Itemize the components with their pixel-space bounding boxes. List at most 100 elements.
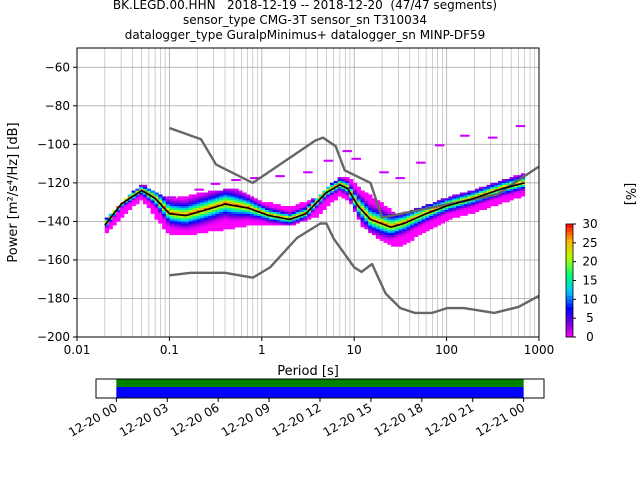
psd-cell <box>406 232 411 236</box>
psd-cell <box>196 219 201 222</box>
psd-cell <box>127 198 132 201</box>
psd-cell <box>364 207 369 211</box>
psd-cell <box>372 217 377 220</box>
psd-cell <box>406 219 411 222</box>
psd-cell <box>509 190 514 193</box>
psd-cell <box>356 194 361 197</box>
psd-cell <box>433 223 438 226</box>
psd-cell <box>295 219 300 222</box>
psd-cell <box>234 223 239 226</box>
psd-cell <box>162 217 167 220</box>
psd-cell <box>326 196 331 199</box>
psd-cell <box>226 205 232 209</box>
psd-cell <box>249 205 255 209</box>
psd-cell <box>517 180 522 184</box>
psd-cell <box>162 219 167 222</box>
psd-cell <box>433 221 438 224</box>
psd-cell <box>417 232 423 236</box>
psd-outlier-cell <box>462 134 467 137</box>
psd-cell <box>330 186 335 189</box>
psd-cell <box>257 213 262 216</box>
psd-cell <box>406 225 411 228</box>
psd-cell <box>238 196 243 199</box>
psd-cell <box>238 198 243 201</box>
psd-cell <box>288 215 293 218</box>
psd-cell <box>383 205 388 209</box>
psd-cell <box>452 198 457 201</box>
psd-cell <box>398 244 403 247</box>
psd-cell <box>475 205 480 209</box>
psd-cell <box>158 194 163 197</box>
psd-cell <box>436 211 442 214</box>
psd-cell <box>295 209 300 212</box>
psd-cell <box>368 227 373 230</box>
psd-cell <box>497 202 503 205</box>
psd-cell <box>505 180 510 184</box>
psd-cell <box>337 188 342 191</box>
psd-cell <box>192 221 197 224</box>
psd-cell <box>314 207 319 211</box>
psd-cell <box>200 231 205 234</box>
psd-cell <box>242 204 247 207</box>
psd-cell <box>459 198 465 201</box>
psd-cell <box>165 204 171 207</box>
psd-cell <box>284 215 289 218</box>
psd-cell <box>314 213 319 216</box>
psd-cell <box>184 198 190 201</box>
psd-cell <box>391 236 396 239</box>
psd-cell <box>150 205 155 209</box>
psd-cell <box>234 219 239 222</box>
psd-cell <box>150 202 155 205</box>
psd-cell <box>177 217 182 220</box>
psd-cell <box>314 198 319 201</box>
psd-cell <box>478 205 484 209</box>
psd-cell <box>181 211 186 214</box>
coverage-tick-label: 12-21 00 <box>473 400 527 439</box>
psd-cell <box>494 182 499 185</box>
psd-cell <box>505 190 510 193</box>
psd-cell <box>261 223 266 226</box>
psd-cell <box>265 209 270 212</box>
psd-cell <box>482 202 487 205</box>
psd-cell <box>379 205 384 209</box>
psd-cell <box>200 198 205 201</box>
psd-cell <box>120 215 125 218</box>
psd-cell <box>410 231 415 234</box>
psd-cell <box>284 223 289 226</box>
psd-cell <box>261 205 266 209</box>
psd-cell <box>215 198 220 201</box>
psd-cell <box>196 202 201 205</box>
psd-cell <box>318 204 323 207</box>
psd-cell <box>288 205 293 209</box>
psd-cell <box>188 227 194 230</box>
psd-cell <box>204 215 209 218</box>
psd-cell <box>223 213 228 216</box>
psd-cell <box>196 205 201 209</box>
psd-cell <box>482 205 487 209</box>
psd-cell <box>429 225 434 228</box>
psd-cell <box>188 207 194 211</box>
psd-cell <box>184 205 190 209</box>
psd-cell <box>421 205 426 209</box>
psd-cell <box>452 204 457 207</box>
psd-cell <box>265 223 270 226</box>
psd-cell <box>196 229 201 232</box>
psd-cell <box>261 204 266 207</box>
psd-cell <box>288 211 293 214</box>
psd-cell <box>372 215 377 218</box>
psd-cell <box>261 219 266 222</box>
psd-cell <box>352 190 358 193</box>
psd-cell <box>375 215 381 218</box>
psd-cell <box>406 238 411 241</box>
psd-cell <box>280 207 285 211</box>
psd-cell <box>158 200 163 203</box>
psd-cell <box>215 213 220 216</box>
psd-cell <box>429 204 434 207</box>
psd-cell <box>238 225 243 228</box>
psd-cell <box>394 234 400 238</box>
psd-outlier-cell <box>194 188 199 191</box>
psd-outlier-cell <box>421 161 426 164</box>
psd-cell <box>162 198 167 201</box>
psd-cell <box>223 223 228 226</box>
psd-cell <box>433 219 438 222</box>
